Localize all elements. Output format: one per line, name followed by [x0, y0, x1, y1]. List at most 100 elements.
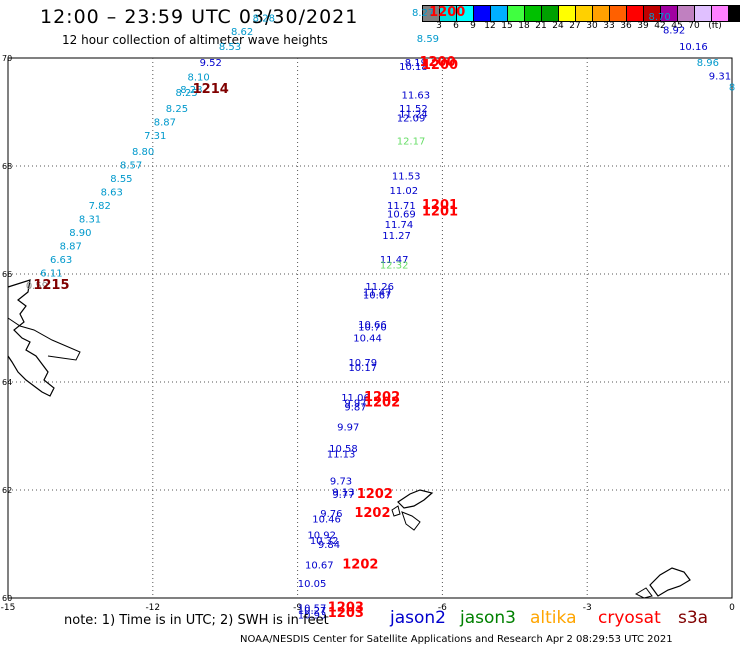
wave-height-label: 11.71 — [387, 201, 416, 212]
wave-height-label: 9.76 — [320, 509, 342, 520]
wave-height-label: 8.90 — [69, 228, 91, 239]
color-swatch — [440, 6, 457, 21]
wave-height-label: 9.87 — [344, 403, 366, 414]
color-scale-tick-label: 33 — [603, 21, 615, 31]
wave-height-label: 9.84 — [318, 540, 340, 551]
wave-height-label: 11.24 — [399, 109, 428, 120]
wave-height-label: 8.28 — [180, 85, 202, 96]
color-swatch — [729, 6, 740, 21]
wave-height-label: 11.13 — [327, 450, 356, 461]
color-swatch — [491, 6, 508, 21]
wave-height-label: 11.26 — [365, 282, 394, 293]
legend-entry-jason2: jason2 — [390, 608, 446, 628]
color-scale-tick-label: 3 — [436, 21, 442, 31]
color-scale-tick-label: 15 — [501, 21, 513, 31]
wave-height-label: 8.25 — [175, 88, 197, 99]
pass-time-label: 1202 — [357, 487, 393, 502]
pass-time-label: 1202 — [364, 395, 400, 410]
map-title: 12:00 – 23:59 UTC 03/30/2021 — [40, 6, 359, 28]
wave-height-label: 8.28 — [253, 13, 275, 24]
wave-height-label: 9.97 — [337, 423, 359, 434]
color-scale-tick-label: 21 — [535, 21, 547, 31]
wave-height-label: 8.87 — [60, 242, 82, 253]
wave-height-label: 10.67 — [305, 560, 334, 571]
wave-height-label: 8.27 — [412, 8, 434, 19]
wave-height-label: 8.31 — [79, 215, 101, 226]
wave-height-label: 10.46 — [312, 514, 341, 525]
lat-tick-label: 70 — [2, 54, 12, 63]
lat-tick-label: 66 — [2, 270, 12, 279]
color-swatch — [525, 6, 542, 21]
lat-tick-label: 62 — [2, 486, 12, 495]
wave-height-label: 9.31 — [709, 72, 731, 83]
lon-tick-label: -6 — [438, 603, 447, 613]
wave-height-label: 8.59 — [417, 34, 439, 45]
wave-height-label: 10.57 — [298, 604, 327, 615]
legend-entry-cryosat: cryosat — [598, 608, 661, 628]
wave-height-label: 10.70 — [358, 323, 387, 334]
wave-height-label: 10.66 — [358, 320, 387, 331]
pass-time-label: 1200 — [429, 5, 465, 20]
map-subtitle: 12 hour collection of altimeter wave hei… — [62, 33, 328, 47]
wave-height-label: 10.67 — [363, 290, 392, 301]
wave-height-label: 12.17 — [397, 136, 426, 147]
color-swatch — [644, 6, 661, 21]
pass-time-label: 1215 — [33, 278, 69, 293]
wave-height-label: 12.32 — [380, 261, 409, 272]
wave-height-label: 8.63 — [101, 188, 123, 199]
color-swatch — [610, 6, 627, 21]
shetland-coastline — [634, 587, 653, 599]
wave-height-label: 10.92 — [307, 531, 336, 542]
color-scale-tick-label: 42 — [654, 21, 666, 31]
faroe-islands-coastline — [391, 505, 401, 517]
wave-height-label: 8.55 — [110, 174, 132, 185]
wave-height-label: 8.57 — [120, 161, 142, 172]
pass-time-label: 1202 — [354, 506, 390, 521]
legend-entry-jason3: jason3 — [460, 608, 516, 628]
color-swatch — [576, 6, 593, 21]
color-scale-tick-label: 39 — [637, 21, 649, 31]
color-scale-tick-label: 18 — [518, 21, 530, 31]
pass-time-label: 1203 — [328, 601, 364, 616]
wave-height-label: 8.96 — [697, 58, 719, 69]
lon-tick-label: 0 — [729, 603, 735, 613]
color-scale-tick-label: 30 — [586, 21, 598, 31]
lon-tick-label: -12 — [145, 603, 160, 613]
wave-height-label: 11.63 — [402, 91, 431, 102]
color-scale-tick-label: 6 — [453, 21, 459, 31]
wave-height-label: 11.06 — [341, 393, 370, 404]
color-scale-tick-label: 45 — [671, 21, 683, 31]
wave-height-label: 10.05 — [298, 579, 327, 590]
pass-time-label: 1201 — [422, 198, 458, 213]
wave-height-label: 10.69 — [387, 209, 416, 220]
faroe-islands-coastline — [401, 511, 421, 531]
color-swatch — [661, 6, 678, 21]
wave-height-label: 6.11 — [40, 269, 62, 280]
faroe-islands-coastline — [397, 489, 434, 509]
footnote: note: 1) Time is in UTC; 2) SWH is in fe… — [64, 613, 329, 628]
color-swatch — [423, 6, 440, 21]
wave-height-label: 10.32 — [310, 536, 339, 547]
wave-height-label: 11.47 — [380, 255, 409, 266]
pass-time-label: 1200 — [422, 58, 458, 73]
wave-height-label: 9.97 — [344, 398, 366, 409]
lon-tick-label: -3 — [583, 603, 592, 613]
color-scale-tick-label: 9 — [470, 21, 476, 31]
wave-height-label: 9.77 — [332, 490, 354, 501]
wave-height-label: 10.17 — [348, 363, 377, 374]
wave-height-label: 8.92 — [663, 26, 685, 37]
wave-height-label: 11.53 — [392, 172, 421, 183]
wave-height-label: 11.27 — [382, 231, 411, 242]
iceland-coastline — [7, 317, 81, 361]
color-swatch — [474, 6, 491, 21]
color-swatch — [712, 6, 729, 21]
color-scale-tick-label: 36 — [620, 21, 632, 31]
lon-tick-label: -15 — [1, 603, 16, 613]
color-scale-tick-label: 24 — [552, 21, 564, 31]
wave-height-label: 10.93 — [298, 611, 327, 622]
wave-height-label: 8.70 — [648, 12, 670, 23]
wave-height-label: 9.13 — [332, 487, 354, 498]
color-swatch — [593, 6, 610, 21]
wave-height-label: 11.02 — [389, 186, 418, 197]
